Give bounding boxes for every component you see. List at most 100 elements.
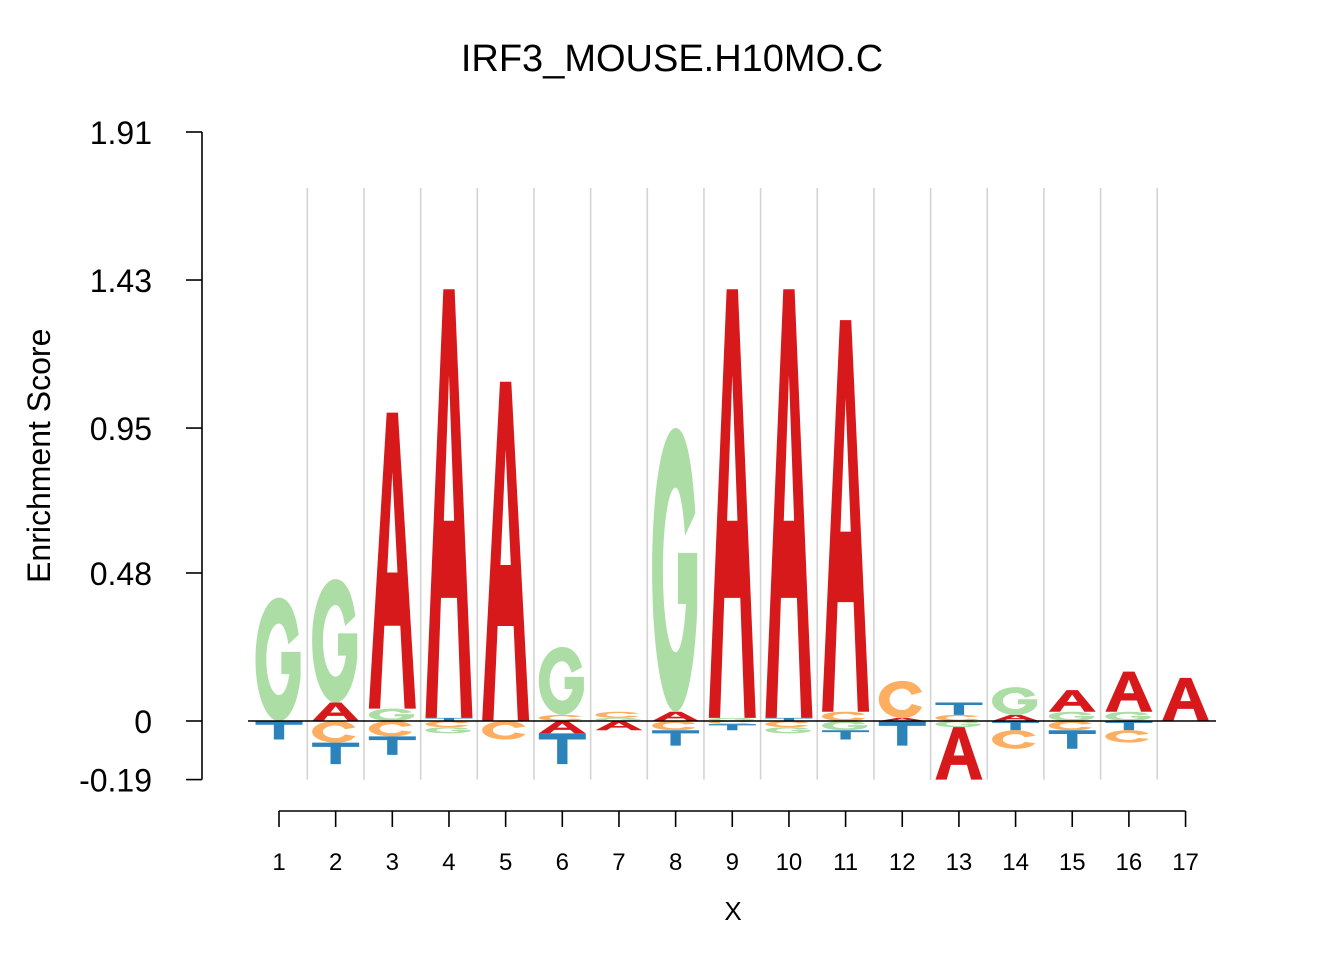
- letter-a: [595, 721, 643, 731]
- letter-g: [425, 727, 471, 734]
- letter-t: [425, 717, 473, 721]
- y-axis: 1.91 1.43 0.95 0.48 0 -0.19 Enrichment Score: [21, 115, 203, 799]
- y-tick-label: 1.91: [90, 115, 152, 151]
- letter-t: [538, 733, 586, 765]
- letter-a: [538, 721, 586, 734]
- letter-a: [992, 714, 1040, 721]
- letter-a: [708, 289, 756, 718]
- letter-a: [1048, 690, 1096, 712]
- x-tick-label: 4: [442, 849, 455, 876]
- letter-a: [935, 727, 983, 780]
- x-tick-label: 11: [833, 849, 858, 876]
- y-tick-label: 0.48: [90, 556, 152, 592]
- letter-t: [368, 736, 416, 755]
- letter-t: [765, 717, 813, 721]
- x-tick-label: 5: [499, 849, 512, 876]
- x-tick-label: 7: [612, 849, 625, 876]
- letter-c: [878, 680, 922, 718]
- grid-lines: [306, 188, 1159, 780]
- letter-t: [878, 721, 926, 746]
- y-tick-label: 0: [134, 704, 152, 740]
- x-tick-label: 1: [272, 849, 285, 876]
- logo-position: [482, 381, 530, 740]
- letter-t: [992, 721, 1040, 731]
- letter-c: [652, 721, 696, 731]
- letter-t: [652, 730, 700, 746]
- logo-stacks: [255, 289, 1210, 780]
- logo-position: [425, 289, 473, 734]
- x-tick-label: 16: [1116, 849, 1143, 876]
- x-axis: 1 2 3 4 5 6 7 8 9 10 11 12 13 14 15 16 17X: [272, 810, 1199, 926]
- letter-a: [652, 711, 700, 721]
- letter-a: [425, 289, 473, 718]
- logo-position: [1105, 671, 1153, 743]
- x-tick-label: 9: [726, 849, 739, 876]
- letter-g: [822, 721, 868, 731]
- letter-c: [1048, 721, 1092, 731]
- letter-t: [1048, 730, 1096, 749]
- letter-a: [368, 412, 416, 709]
- letter-g: [255, 597, 301, 721]
- y-tick-label: 0.95: [90, 411, 152, 447]
- letter-t: [312, 742, 360, 765]
- logo-position: [1048, 690, 1096, 749]
- logo-position: [765, 289, 813, 734]
- letter-c: [368, 721, 413, 737]
- letter-g: [935, 721, 981, 728]
- letter-c: [765, 721, 809, 728]
- letter-g: [538, 646, 584, 715]
- x-tick-label: 12: [889, 849, 916, 876]
- logo-position: [312, 579, 360, 765]
- x-tick-label: 10: [776, 849, 803, 876]
- logo-position: [878, 680, 926, 746]
- x-tick-label: 6: [556, 849, 569, 876]
- letter-a: [765, 289, 813, 718]
- letter-c: [482, 721, 526, 740]
- letter-a: [822, 320, 870, 712]
- y-tick-label: 1.43: [90, 263, 152, 299]
- letter-c: [1105, 730, 1149, 743]
- letter-g: [368, 708, 414, 721]
- logo-position: [368, 412, 416, 755]
- y-tick-label: -0.19: [79, 763, 152, 799]
- letter-c: [595, 711, 639, 718]
- logo-position: [652, 428, 700, 746]
- logo-position: [935, 702, 983, 780]
- letter-a: [1105, 671, 1153, 712]
- x-tick-label: 8: [669, 849, 682, 876]
- letter-a: [312, 702, 360, 721]
- chart-title: IRF3_MOUSE.H10MO.C: [460, 38, 884, 80]
- logo-position: [1162, 677, 1210, 721]
- letter-c: [312, 721, 356, 743]
- letter-t: [822, 730, 870, 740]
- letter-c: [538, 714, 583, 721]
- logo-position: [708, 289, 756, 731]
- letter-c: [425, 721, 469, 728]
- x-tick-label: 14: [1002, 849, 1029, 876]
- x-tick-label: 13: [946, 849, 973, 876]
- letter-t: [255, 721, 303, 740]
- x-axis-label: X: [724, 896, 741, 926]
- letter-g: [992, 687, 1038, 715]
- logo-position: [822, 320, 870, 740]
- letter-a: [482, 381, 530, 721]
- y-axis-label: Enrichment Score: [21, 329, 57, 583]
- x-tick-label: 2: [329, 849, 342, 876]
- letter-c: [935, 714, 979, 721]
- letter-t: [935, 702, 983, 715]
- letter-g: [312, 579, 358, 703]
- letter-g: [1048, 711, 1094, 721]
- letter-a: [1162, 677, 1210, 721]
- letter-g: [765, 727, 811, 734]
- logo-position: [538, 646, 586, 765]
- logo-position: [992, 687, 1040, 749]
- letter-g: [1105, 711, 1151, 721]
- x-tick-label: 3: [386, 849, 399, 876]
- x-tick-label: 17: [1172, 849, 1199, 876]
- letter-c: [822, 711, 866, 721]
- x-tick-label: 15: [1059, 849, 1086, 876]
- letter-t: [1105, 721, 1153, 731]
- letter-t: [708, 724, 756, 731]
- letter-c: [992, 730, 1036, 749]
